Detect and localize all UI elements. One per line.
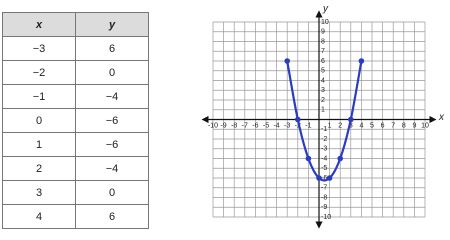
x-tick-label: 6 [381,122,385,129]
y-tick-label: 6 [321,58,325,65]
y-tick-label: -1 [321,126,327,133]
table-row: −3 6 [2,36,149,61]
table-row: −1 −4 [2,84,149,109]
table-body: −3 6 −2 0 −1 −4 0 −6 1 −6 2 −4 3 0 4 6 [2,36,149,229]
point [284,58,291,64]
y-tick-label: 3 [321,87,325,94]
header-cell: x [2,12,76,37]
x-tick-label: -1 [305,122,311,129]
x-tick-label: 9 [412,122,416,129]
table-cell: −4 [75,84,149,109]
y-tick-label: 10 [321,19,329,26]
x-tick-label: -3 [284,122,290,129]
table-cell: 0 [75,60,149,85]
axes: -10 -9 -8 -7 -6 -5 -4 -3 -2 -1 1 2 3 4 5 6 7 8 9 10-10-9-8-… [201,4,445,229]
x-tick-label: 1 [328,122,332,129]
y-tick-label: 5 [321,68,325,75]
point [348,116,354,123]
y-tick-label: -9 [321,204,327,211]
x-tick-label: -5 [263,122,269,129]
point [295,116,301,123]
point [358,58,365,64]
x-tick-label: -9 [220,122,226,129]
y-tick-label: 9 [321,29,325,36]
x-tick-label: 7 [391,122,395,129]
point [305,155,312,162]
x-axis-label: x [438,112,445,123]
x-tick-label: -8 [231,122,237,129]
y-axis-label: y [322,4,329,15]
y-tick-label: -5 [321,165,327,172]
point [316,175,322,181]
marks [284,58,365,182]
y-tick-label: -6 [321,175,327,182]
x-tick-label: 2 [338,122,342,129]
y-tick-label: 8 [321,38,325,45]
y-tick-label: -3 [321,146,327,153]
x-tick-label: 8 [402,122,406,129]
table-cell: 0 [75,180,149,205]
table-cell: −4 [75,156,149,181]
x-tick-label: -4 [273,122,279,129]
x-tick-label: -6 [252,122,258,129]
point [326,175,333,181]
y-tick-label: -4 [321,155,327,162]
y-tick-label: 1 [321,107,325,114]
curve [286,60,363,182]
x-tick-label: 4 [359,122,363,129]
table-cell: 4 [2,204,76,229]
x-tick-label: 10 [421,122,429,129]
table-cell: −2 [2,60,76,85]
header-cell: y [75,12,149,37]
y-tick-label: 4 [321,77,325,84]
y-tick-label: -2 [321,136,327,143]
table-cell: 6 [75,204,149,229]
table-cell: −1 [2,84,76,109]
table-row: 2 −4 [2,156,149,181]
y-tick-label: 7 [321,48,325,55]
x-tick-label: -7 [242,122,248,129]
table-row: −2 0 [2,60,149,85]
table-cell: 3 [2,180,76,205]
y-tick-label: -10 [321,214,331,221]
table-cell: 6 [75,36,149,61]
point [337,155,344,162]
y-tick-label: 2 [321,97,325,104]
table-cell: 2 [2,156,76,181]
y-tick-label: -8 [321,194,327,201]
x-tick-label: 5 [370,122,374,129]
y-tick-label: -7 [321,185,327,192]
x-tick-label: -2 [295,122,301,129]
x-tick-label: 3 [349,122,353,129]
x-tick-label: -10 [208,122,218,129]
